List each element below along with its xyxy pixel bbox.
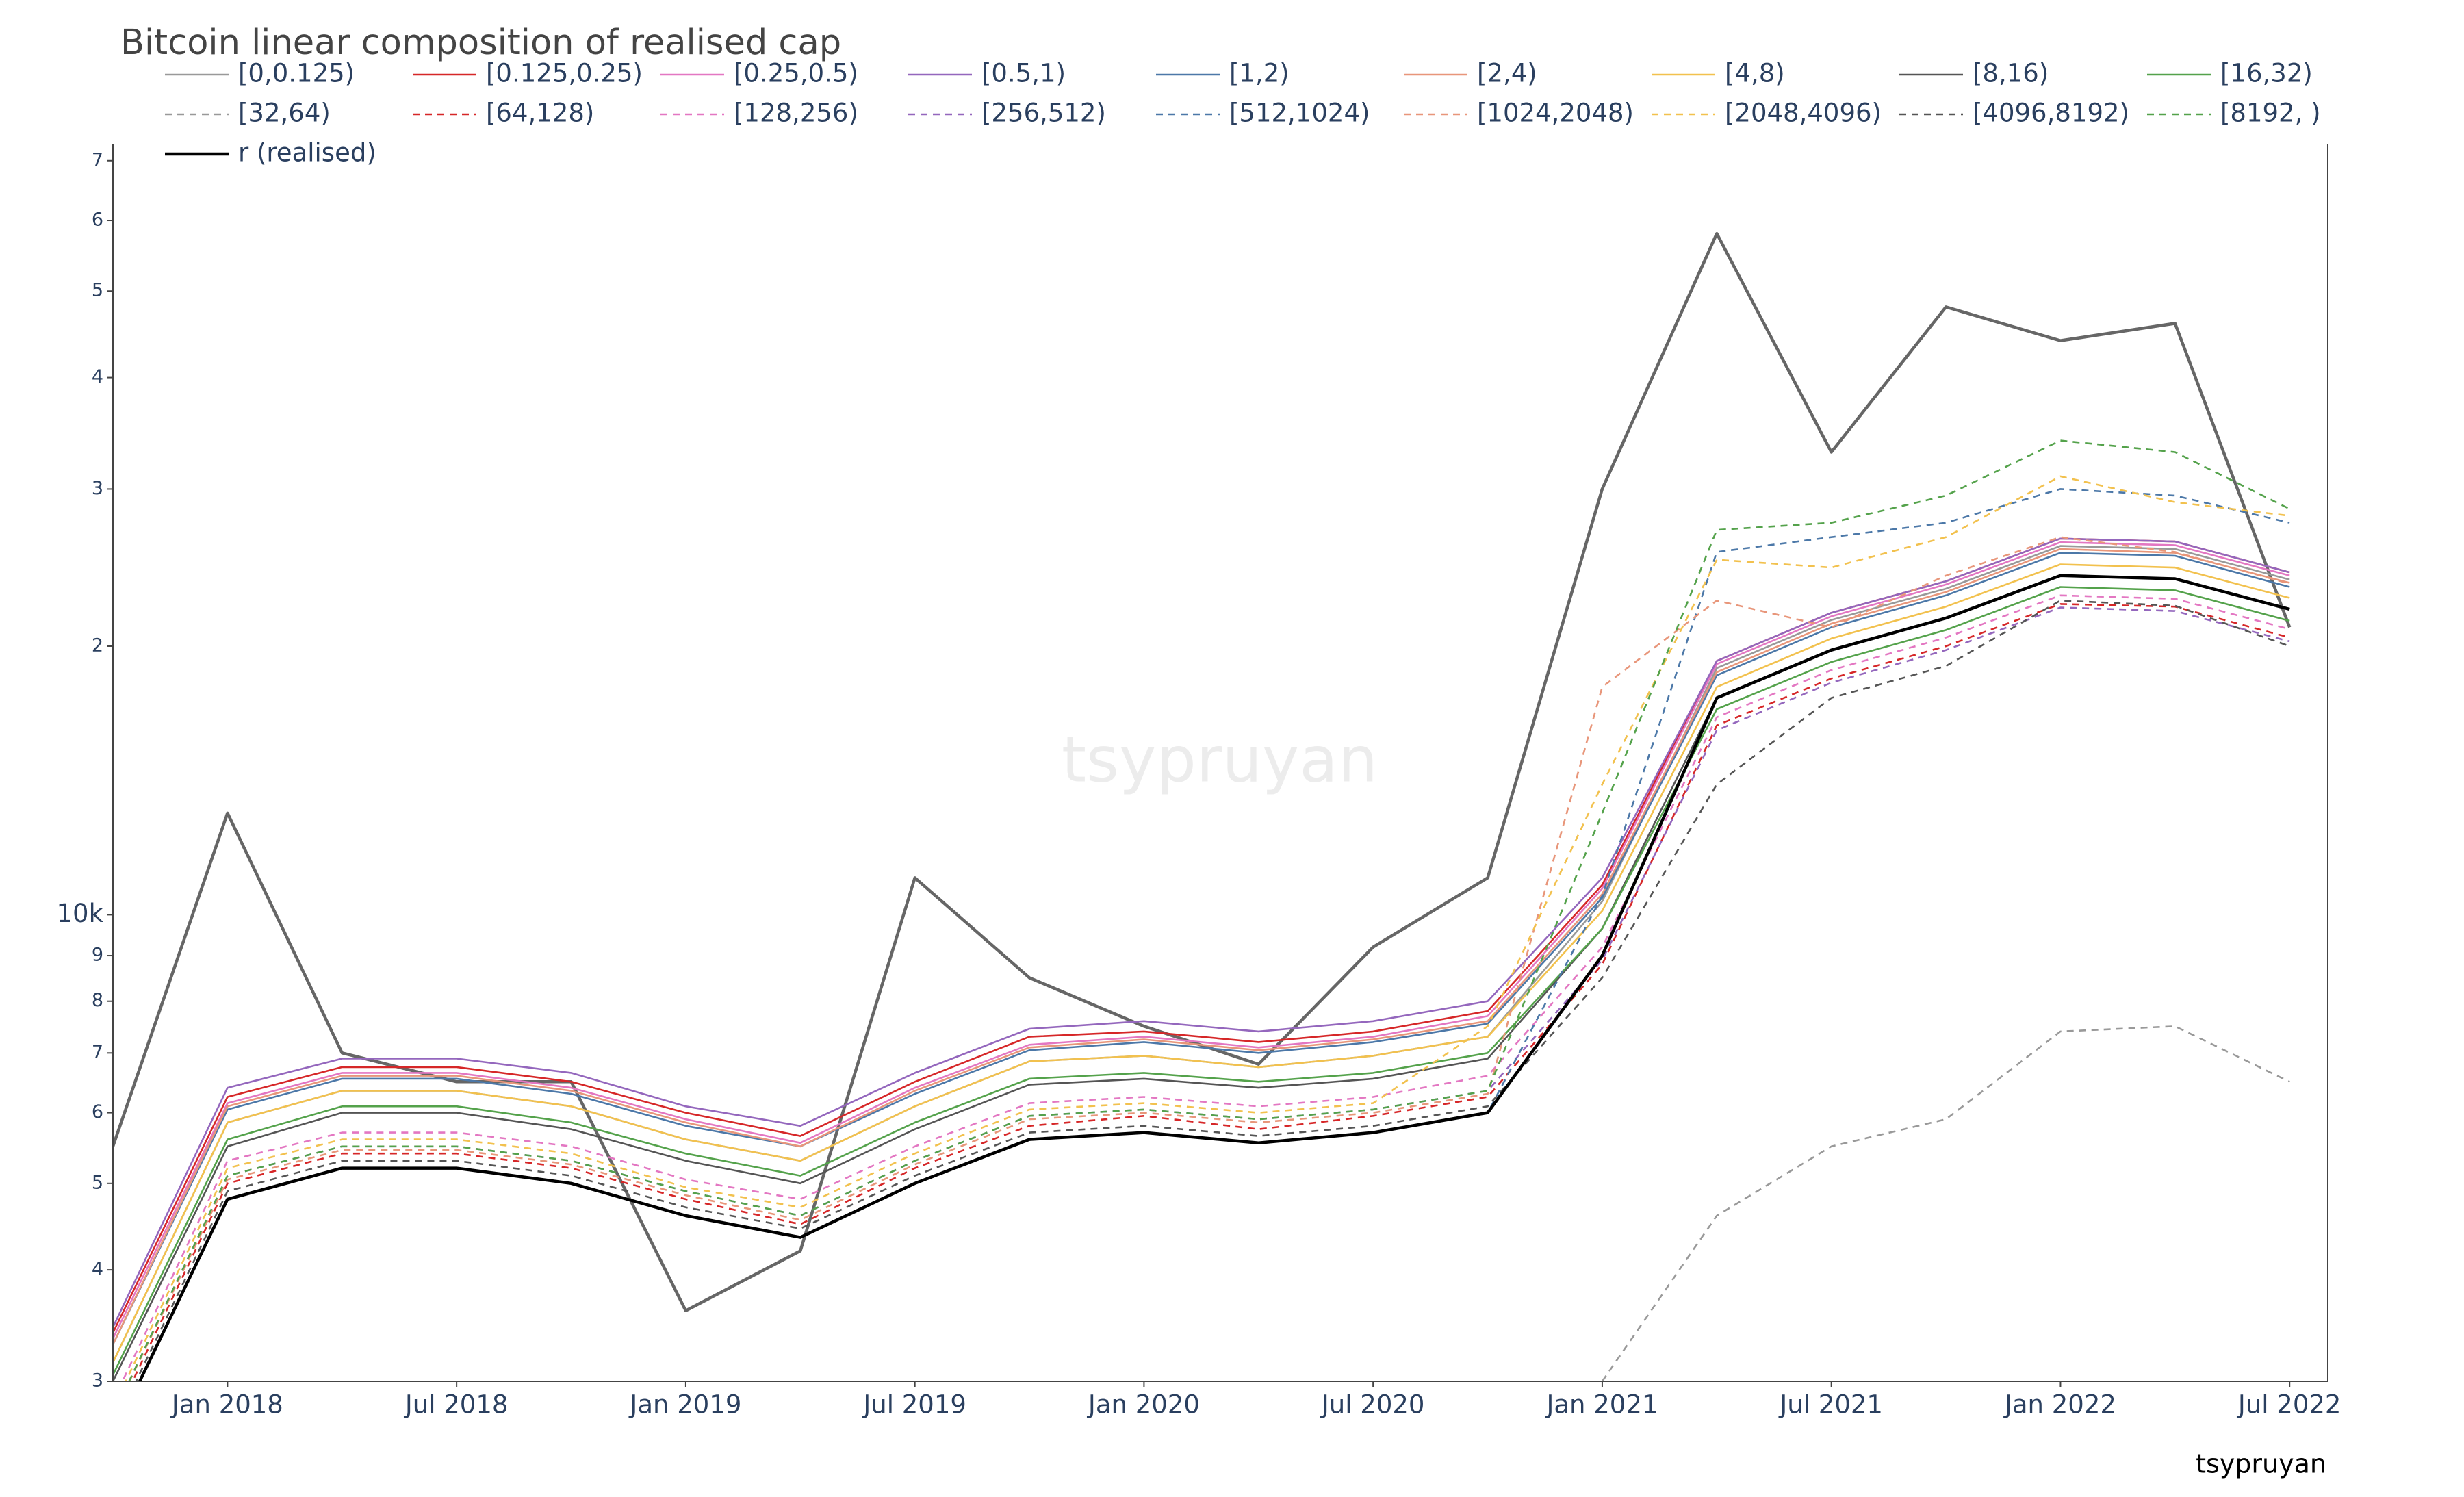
series-line [113,537,2290,1328]
y-tick-label: 5 [92,1172,103,1193]
series-line [113,574,2290,1381]
series-line [113,545,2290,1363]
series-line [128,439,2290,1381]
x-tick-label: Jul 2021 [1778,1390,1883,1420]
legend-label: [8192, ) [2220,99,2321,128]
legend-label: [16,32) [2220,59,2313,88]
x-tick-label: Jan 2018 [170,1390,283,1420]
x-tick-label: Jul 2018 [404,1390,509,1420]
series-line [113,552,2290,1345]
legend-label: [0.5,1) [981,59,1066,88]
y-tick-label: 10k [56,899,103,928]
x-tick-label: Jul 2019 [862,1390,966,1420]
y-tick-label: 8 [92,990,103,1011]
y-tick-label: 5 [92,280,103,301]
legend-label: [128,256) [734,99,858,128]
legend-label: [4096,8192) [1973,99,2129,128]
y-tick-label: 2 [92,635,103,656]
series-line [1601,1025,2290,1381]
legend-label: [2048,4096) [1725,99,1882,128]
x-tick-label: Jul 2022 [2237,1390,2341,1420]
legend-label: [64,128) [486,99,594,128]
series-line [113,548,2290,1345]
legend-label: [2,4) [1477,59,1537,88]
y-tick-label: 7 [92,1042,103,1063]
series-line [138,488,2290,1381]
legend-label: [0.125,0.25) [486,59,643,88]
series-line [131,603,2290,1381]
legend-label: [0.25,0.5) [734,59,858,88]
y-tick-label: 7 [92,149,103,170]
plot-area [113,231,2292,1381]
x-tick-label: Jan 2019 [628,1390,741,1420]
y-tick-label: 6 [92,1101,103,1123]
legend-label: [1,2) [1229,59,1289,88]
series-line [113,563,2290,1363]
series-line [125,475,2290,1381]
y-tick-label: 4 [92,366,103,387]
y-tick-label: 6 [92,209,103,231]
series-line [113,541,2290,1340]
series-line [113,586,2290,1376]
legend-label: [0,0.125) [238,59,355,88]
series-line [113,537,2290,1333]
legend-label: [8,16) [1973,59,2049,88]
y-tick-label: 9 [92,945,103,966]
legend-label: r (realised) [238,138,376,168]
series-line [121,594,2290,1381]
x-tick-label: Jan 2020 [1087,1390,1200,1420]
legend-label: [1024,2048) [1477,99,1634,128]
series-line [128,536,2290,1381]
chart-title: Bitcoin linear composition of realised c… [120,23,841,63]
x-tick-label: Jan 2021 [1545,1390,1658,1420]
source-credit: tsypruyan [2196,1449,2326,1479]
legend-label: [32,64) [238,99,331,128]
y-tick-label: 3 [92,478,103,499]
legend-label: [256,512) [981,99,1106,128]
y-tick-label: 4 [92,1259,103,1280]
series-line [138,574,2290,1381]
y-tick-label: 3 [92,1370,103,1392]
watermark: tsypruyan [1062,723,1378,796]
x-tick-label: Jul 2020 [1320,1390,1425,1420]
series-line [135,600,2290,1381]
legend-label: [512,1024) [1229,99,1370,128]
legend-label: [4,8) [1725,59,1785,88]
x-tick-label: Jan 2022 [2003,1390,2116,1420]
